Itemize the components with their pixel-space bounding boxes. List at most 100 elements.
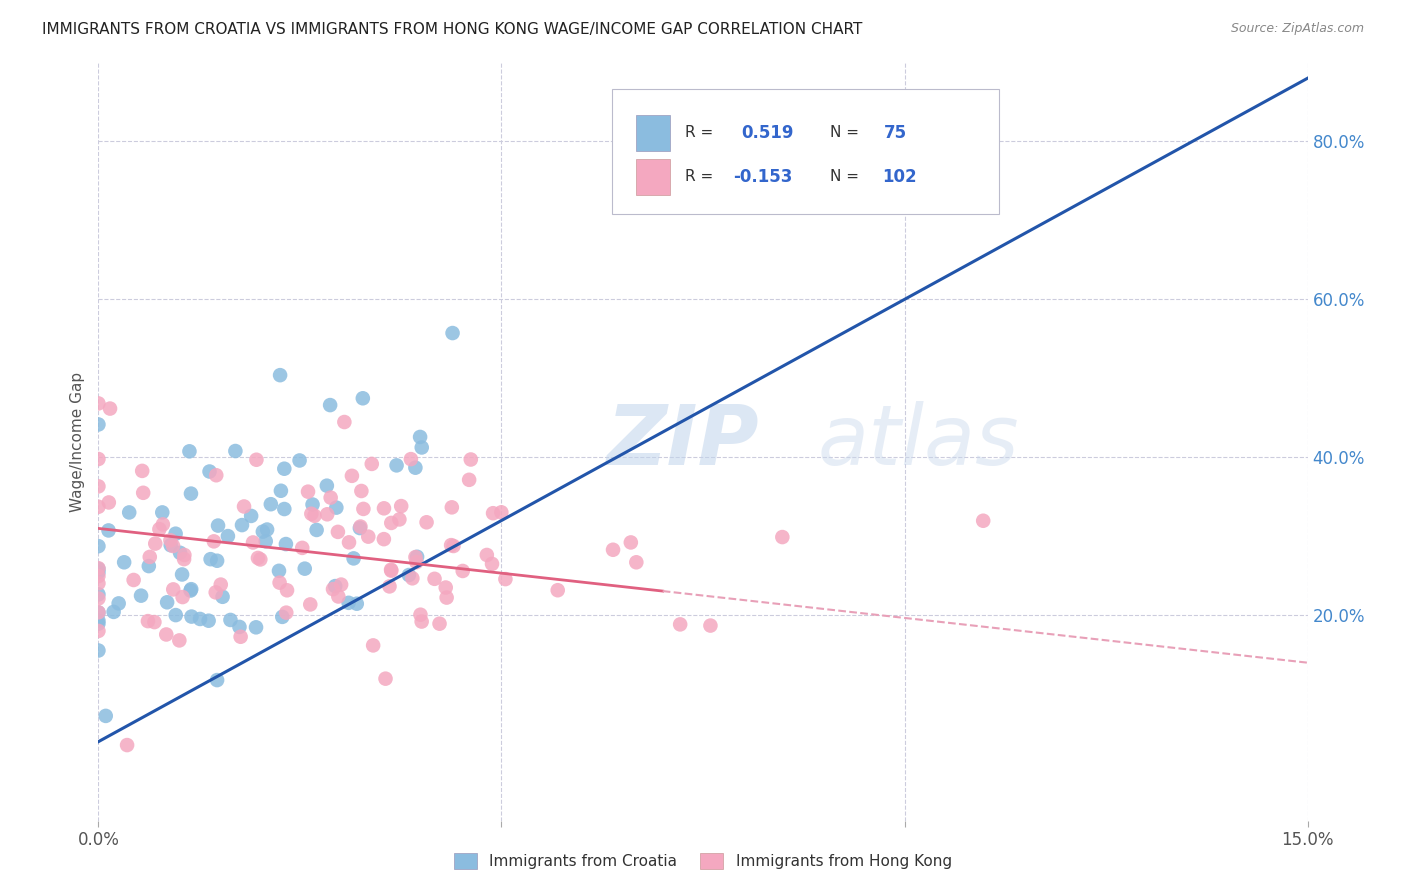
Point	[94, 709, 117, 723]
Point	[87, 569, 110, 583]
Point	[440, 500, 463, 515]
Point	[245, 620, 267, 634]
Point	[276, 606, 298, 620]
Bar	[637, 159, 671, 195]
Point	[179, 444, 201, 458]
Point	[274, 537, 297, 551]
Point	[299, 598, 322, 612]
Point	[626, 555, 648, 569]
Point	[380, 563, 402, 577]
Point	[415, 516, 437, 530]
Point	[143, 536, 166, 550]
Text: R =: R =	[685, 126, 718, 140]
Point	[423, 572, 446, 586]
Point	[240, 508, 263, 523]
Point	[389, 499, 412, 513]
Point	[699, 618, 721, 632]
Point	[482, 506, 505, 520]
Point	[475, 548, 498, 562]
Point	[270, 483, 292, 498]
Point	[87, 591, 110, 606]
Point	[219, 613, 242, 627]
Point	[87, 614, 110, 628]
Point	[357, 530, 380, 544]
Point	[380, 516, 402, 530]
Point	[333, 415, 356, 429]
Text: N =: N =	[830, 169, 863, 185]
Point	[374, 672, 396, 686]
Point	[434, 581, 457, 595]
Point	[273, 502, 295, 516]
Point	[349, 519, 371, 533]
Point	[205, 468, 228, 483]
Point	[340, 468, 363, 483]
Point	[211, 590, 233, 604]
Point	[405, 555, 427, 569]
Point	[305, 523, 328, 537]
Text: atlas: atlas	[818, 401, 1019, 482]
Point	[669, 617, 692, 632]
Point	[143, 615, 166, 629]
Point	[269, 575, 291, 590]
Point	[315, 478, 337, 492]
Text: ZIP: ZIP	[606, 401, 759, 482]
Point	[323, 579, 346, 593]
Point	[398, 568, 420, 582]
Point	[319, 491, 342, 505]
Point	[207, 518, 229, 533]
Point	[107, 596, 129, 610]
Point	[202, 534, 225, 549]
Point	[373, 532, 395, 546]
Point	[169, 633, 191, 648]
Point	[494, 572, 516, 586]
Point	[98, 401, 121, 416]
Point	[385, 458, 408, 473]
Point	[401, 571, 423, 585]
Point	[440, 538, 463, 552]
Point	[360, 457, 382, 471]
Bar	[637, 115, 671, 151]
Point	[322, 582, 344, 596]
Point	[378, 579, 401, 593]
Point	[404, 460, 426, 475]
Point	[481, 557, 503, 571]
Point	[97, 524, 120, 538]
Point	[217, 529, 239, 543]
Point	[337, 535, 360, 549]
Point	[87, 606, 110, 620]
Point	[172, 590, 194, 604]
Point	[228, 620, 250, 634]
Point	[165, 608, 187, 623]
Point	[352, 502, 374, 516]
Point	[350, 483, 373, 498]
Point	[87, 479, 110, 493]
Point	[138, 559, 160, 574]
Point	[319, 398, 342, 412]
Point	[87, 616, 110, 631]
Text: 75: 75	[884, 124, 907, 142]
Point	[294, 562, 316, 576]
Point	[112, 555, 135, 569]
Y-axis label: Wage/Income Gap: Wage/Income Gap	[69, 371, 84, 512]
Point	[180, 486, 202, 500]
Point	[249, 552, 271, 566]
Point	[87, 452, 110, 467]
Point	[122, 573, 145, 587]
Point	[246, 551, 269, 566]
Point	[129, 589, 152, 603]
Point	[352, 392, 374, 406]
Point	[132, 485, 155, 500]
Point	[443, 539, 465, 553]
Point	[252, 524, 274, 539]
Point	[602, 542, 624, 557]
Point	[115, 738, 138, 752]
Text: 102: 102	[882, 168, 917, 186]
Point	[388, 512, 411, 526]
Point	[139, 549, 162, 564]
Text: 0.519: 0.519	[742, 124, 794, 142]
Point	[269, 368, 291, 383]
Point	[972, 514, 994, 528]
Point	[271, 610, 294, 624]
Point	[152, 517, 174, 532]
Point	[373, 501, 395, 516]
